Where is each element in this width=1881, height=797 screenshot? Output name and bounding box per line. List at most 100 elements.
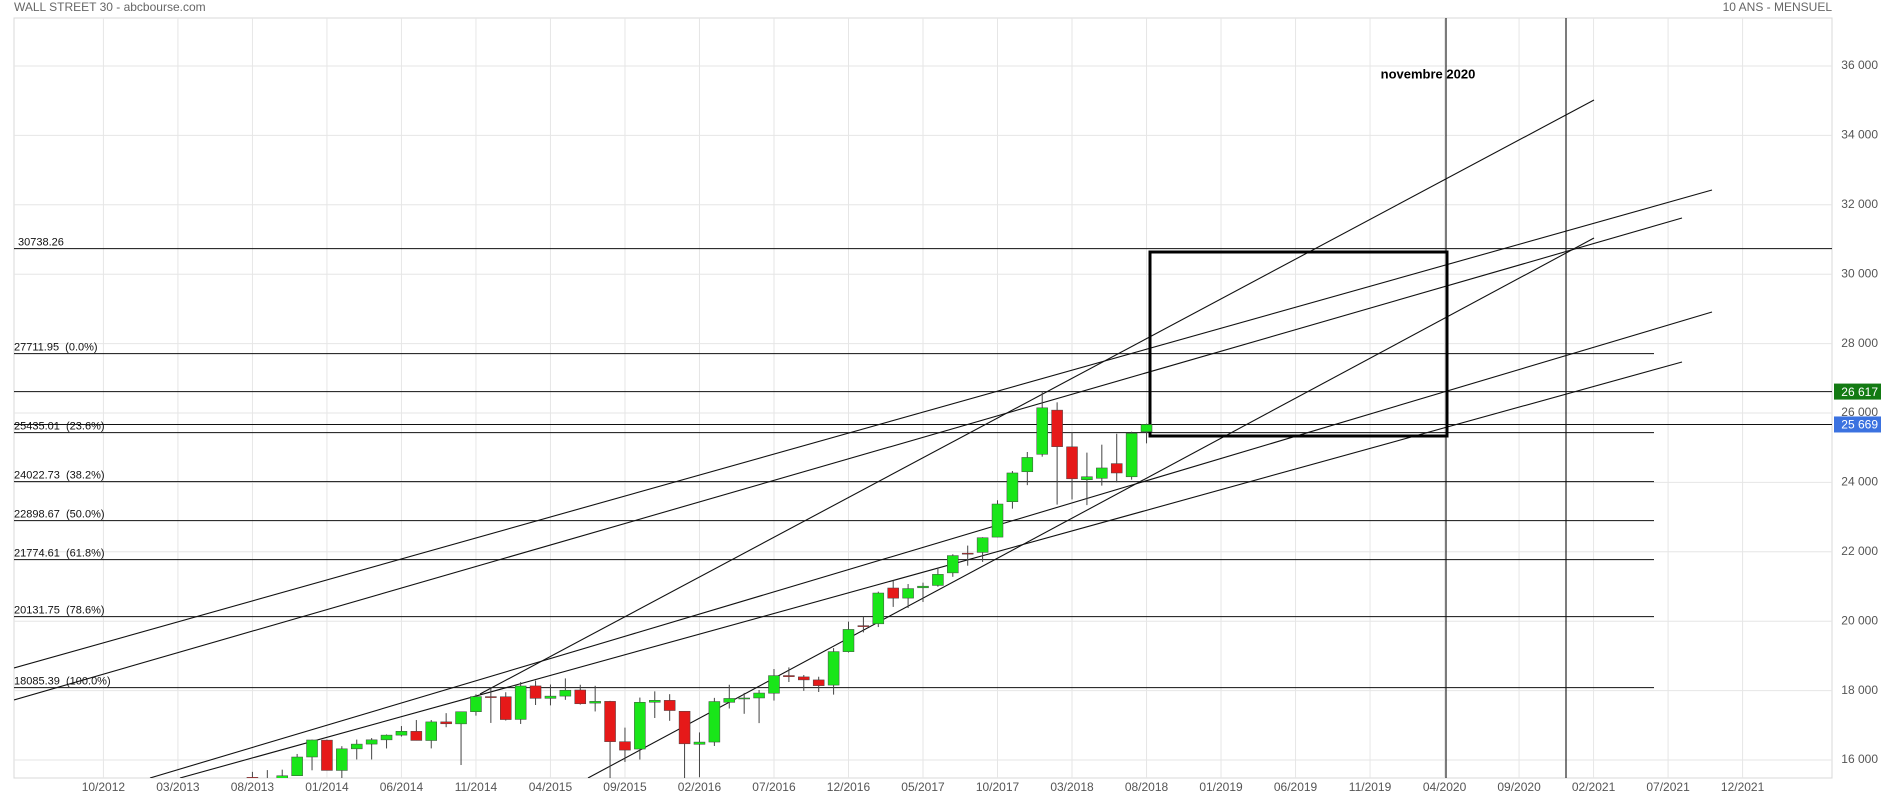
target-box (1148, 250, 1449, 438)
x-tick-label: 02/2016 (678, 780, 722, 794)
trend-line (149, 311, 1713, 778)
y-tick-label: 22 000 (1841, 544, 1878, 558)
candle-body (991, 503, 1004, 538)
candle-body (1006, 472, 1019, 503)
annotation: novembre 2020 (1381, 66, 1476, 81)
candle-body (440, 721, 452, 725)
chart-subtitle: 10 ANS - MENSUEL (1723, 0, 1833, 14)
chart-title: WALL STREET 30 - abcbourse.com (14, 0, 206, 14)
price-marker (1834, 416, 1881, 433)
x-tick-label: 08/2018 (1125, 780, 1169, 794)
y-tick-label: 32 000 (1841, 197, 1878, 211)
x-tick-label: 04/2015 (529, 780, 573, 794)
candle-body (336, 748, 348, 771)
candle-body (1110, 463, 1123, 474)
candle-body (559, 689, 572, 697)
y-tick-label: 26 000 (1841, 405, 1878, 419)
price-marker-label: 25 669 (1841, 418, 1878, 432)
level-label: 25435.01 (23.6%) (14, 421, 105, 433)
candle-body (529, 685, 542, 699)
candle-body (634, 701, 646, 750)
x-tick-label: 01/2019 (1199, 780, 1243, 794)
x-tick-label: 07/2021 (1646, 780, 1690, 794)
candle-body (589, 701, 601, 704)
level-label: 18085.39 (100.0%) (14, 676, 111, 688)
candle-body (291, 756, 303, 776)
candle-body (321, 739, 333, 771)
candle-body (1096, 467, 1108, 479)
candle-body (753, 692, 765, 699)
x-tick-label: 03/2013 (156, 780, 200, 794)
candle-body (961, 552, 974, 555)
candle-body (812, 679, 825, 686)
candle-body (1036, 407, 1048, 455)
y-tick-label: 24 000 (1841, 475, 1878, 489)
trend-line (587, 237, 1595, 778)
candle-body (783, 675, 795, 677)
x-tick-label: 09/2020 (1497, 780, 1541, 794)
x-tick-label: 02/2021 (1572, 780, 1616, 794)
x-tick-label: 03/2018 (1050, 780, 1094, 794)
candle-body (842, 629, 855, 652)
price-marker (1834, 383, 1881, 400)
candle-body (1021, 457, 1034, 473)
candle-body (544, 695, 557, 699)
candle-body (455, 711, 467, 725)
x-tick-label: 06/2014 (380, 780, 424, 794)
level-label: 21774.61 (61.8%) (14, 548, 105, 560)
candle-body (380, 734, 393, 741)
level-label: 20131.75 (78.6%) (14, 605, 105, 617)
x-tick-label: 11/2014 (455, 780, 498, 794)
y-tick-label: 18 000 (1841, 683, 1878, 697)
candle-body (410, 731, 423, 741)
candle-body (947, 555, 959, 574)
candle-body (708, 701, 721, 743)
x-tick-label: 06/2019 (1274, 780, 1318, 794)
candles (246, 391, 1153, 778)
level-label: 30738.26 (18, 237, 64, 249)
level-label: 24022.73 (38.2%) (14, 470, 105, 482)
candle-body (485, 696, 497, 698)
x-tick-label: 10/2017 (976, 780, 1020, 794)
candle-body (827, 651, 840, 686)
trend-line (479, 99, 1595, 695)
y-tick-label: 30 000 (1841, 266, 1878, 280)
x-tick-label: 11/2019 (1349, 780, 1392, 794)
candle-body (604, 701, 616, 742)
candle-body (1125, 433, 1138, 478)
candle-body (619, 741, 631, 751)
candle-body (649, 700, 661, 703)
candle-body (514, 685, 527, 720)
x-tick-label: 12/2021 (1721, 780, 1765, 794)
candle-body (857, 625, 870, 627)
x-tick-label: 07/2016 (752, 780, 796, 794)
candle-body (723, 698, 736, 703)
candle-body (470, 696, 482, 712)
candle-body (365, 739, 378, 745)
x-tick-label: 05/2017 (901, 780, 945, 794)
candle-body (768, 675, 780, 694)
y-tick-label: 28 000 (1841, 336, 1878, 350)
candle-body (306, 739, 318, 758)
candle-body (276, 775, 288, 778)
level-label: 27711.95 (0.0%) (14, 342, 98, 354)
candle-body (350, 743, 363, 750)
candle-body (1140, 424, 1153, 432)
candle-body (917, 585, 929, 589)
trend-line (14, 189, 1713, 669)
candle-body (932, 574, 944, 586)
candle-body (872, 592, 885, 625)
y-tick-label: 20 000 (1841, 613, 1878, 627)
candle-body (976, 537, 989, 553)
candle-body (678, 710, 691, 745)
x-tick-label: 12/2016 (827, 780, 871, 794)
candle-body (395, 731, 408, 736)
x-tick-label: 10/2012 (82, 780, 126, 794)
grid (14, 18, 1832, 778)
axes: 16 000 18 000 20 000 22 000 24 000 26 000 28 0… (82, 58, 1881, 794)
candle-body (246, 777, 259, 778)
candle-body (902, 588, 914, 599)
candle-body (1081, 476, 1093, 481)
candle-body (663, 700, 676, 711)
